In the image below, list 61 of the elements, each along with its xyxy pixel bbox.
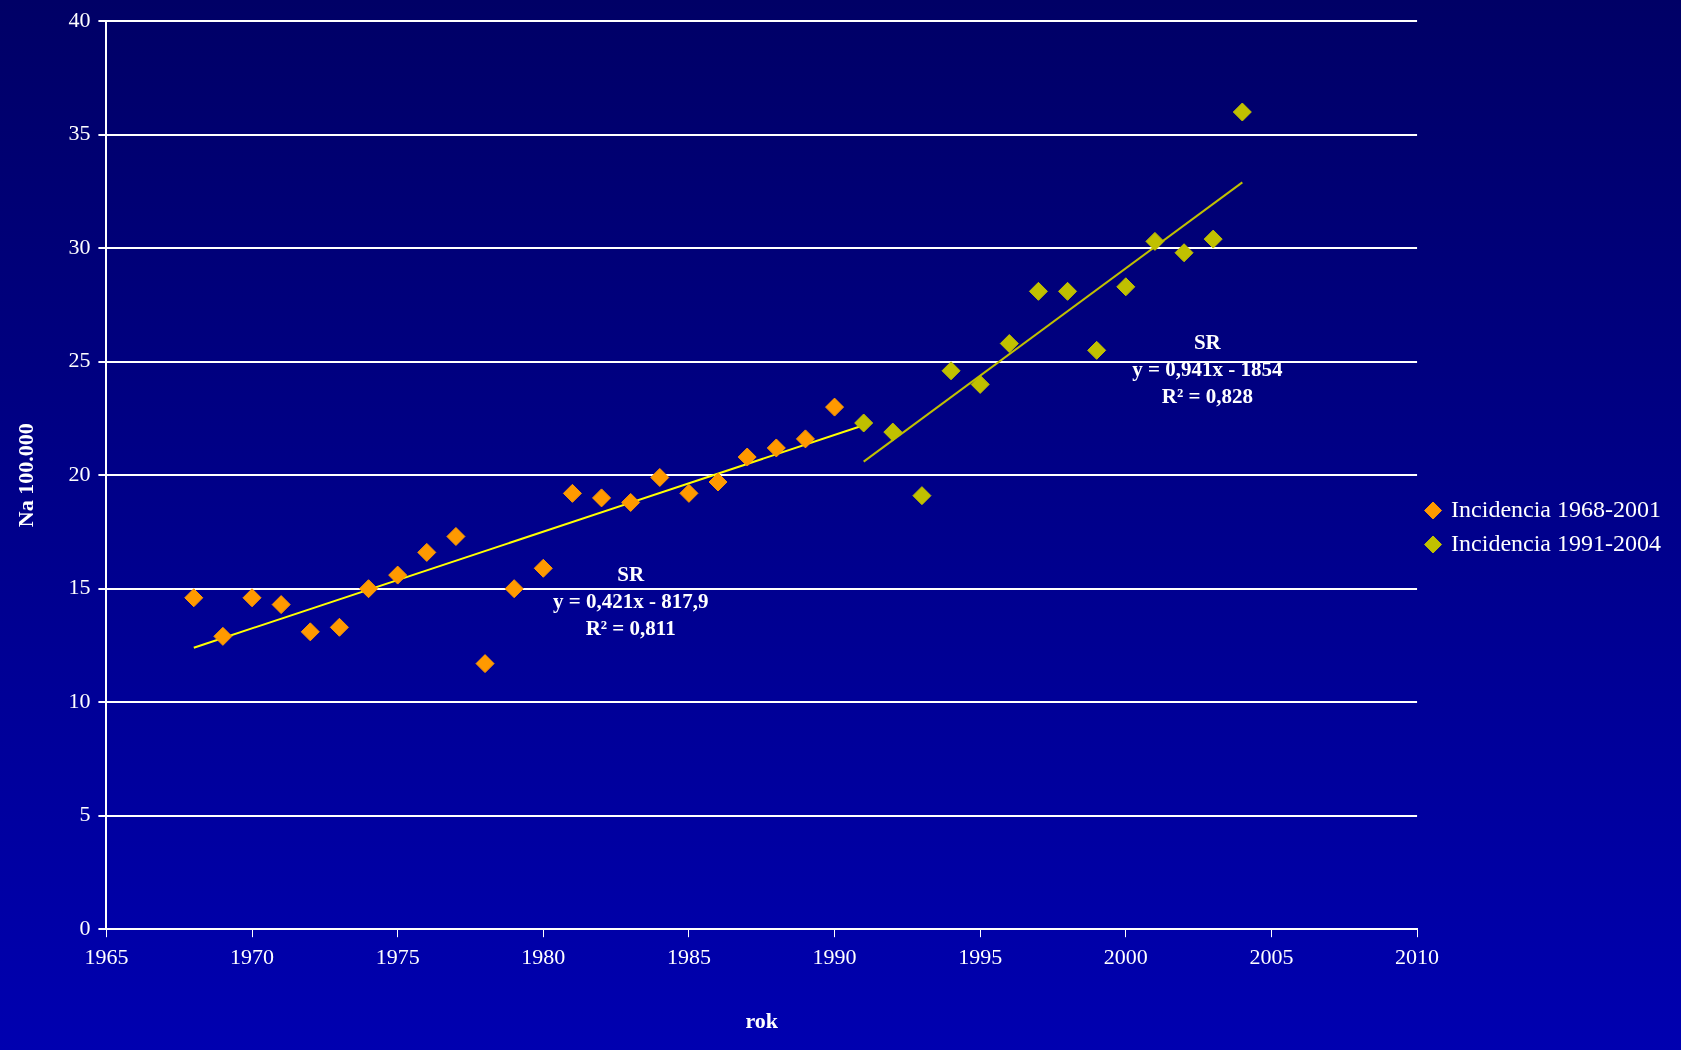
point <box>592 488 612 508</box>
point <box>1116 277 1136 297</box>
point <box>1203 229 1223 249</box>
y-tick-label: 15 <box>68 574 91 600</box>
point <box>999 334 1019 354</box>
point <box>533 558 553 578</box>
x-tick-label: 1975 <box>375 944 420 970</box>
y-tick-label: 40 <box>68 6 91 32</box>
point <box>766 438 786 458</box>
x-tick-label: 1990 <box>812 944 857 970</box>
legend-label: Incidencia 1991-2004 <box>1451 529 1662 556</box>
point <box>854 413 874 433</box>
point <box>1087 340 1107 360</box>
point <box>1028 281 1048 301</box>
point <box>1174 243 1194 263</box>
point <box>970 374 990 394</box>
point <box>271 595 291 615</box>
x-tick-label: 2000 <box>1103 944 1148 970</box>
x-tick-label: 1995 <box>958 944 1003 970</box>
x-tick-label: 2010 <box>1395 944 1440 970</box>
y-tick-label: 35 <box>68 120 91 146</box>
x-tick-label: 2005 <box>1249 944 1294 970</box>
point <box>562 483 582 503</box>
x-tick-label: 1985 <box>666 944 711 970</box>
y-tick-label: 25 <box>68 347 91 373</box>
point <box>446 526 466 546</box>
y-axis-title: Na 100.000 <box>12 423 38 528</box>
point <box>737 447 757 467</box>
legend-label: Incidencia 1968-2001 <box>1451 495 1662 522</box>
point <box>621 492 641 512</box>
x-tick-label: 1970 <box>230 944 275 970</box>
point <box>708 472 728 492</box>
point <box>359 579 379 599</box>
y-tick-label: 30 <box>68 233 91 259</box>
point <box>388 565 408 585</box>
point <box>679 483 699 503</box>
annotation: SR y = 0,421x - 817,9 R² = 0,811 <box>552 561 709 640</box>
point <box>504 579 524 599</box>
point <box>883 422 903 442</box>
point <box>300 622 320 642</box>
x-axis-title: rok <box>745 1008 779 1034</box>
point <box>1232 102 1252 122</box>
point <box>941 361 961 381</box>
y-tick-label: 0 <box>79 914 91 940</box>
point <box>184 588 204 608</box>
point <box>329 617 349 637</box>
point <box>912 486 932 506</box>
point <box>417 542 437 562</box>
point <box>825 397 845 417</box>
point <box>1058 281 1078 301</box>
x-tick-label: 1965 <box>84 944 129 970</box>
x-tick-label: 1980 <box>521 944 566 970</box>
point <box>795 429 815 449</box>
point <box>242 588 262 608</box>
point <box>475 654 495 674</box>
y-tick-label: 5 <box>79 801 91 827</box>
point <box>650 467 670 487</box>
point <box>1145 231 1165 251</box>
y-tick-label: 10 <box>68 687 91 713</box>
point <box>213 626 233 646</box>
y-tick-label: 20 <box>68 460 91 486</box>
